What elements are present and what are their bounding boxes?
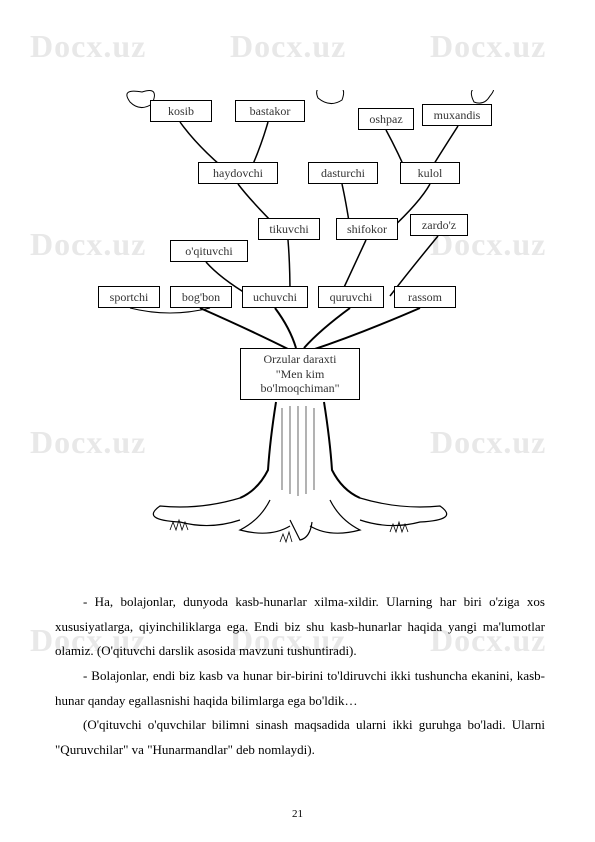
tree-diagram: kosib bastakor oshpaz muxandis haydovchi… — [90, 90, 510, 550]
page-number: 21 — [0, 808, 595, 820]
tree-node: shifokor — [336, 218, 398, 240]
tree-node: quruvchi — [318, 286, 384, 308]
tree-node: bog'bon — [170, 286, 232, 308]
tree-node: sportchi — [98, 286, 160, 308]
watermark: Docx.uz — [430, 28, 546, 65]
watermark: Docx.uz — [230, 28, 346, 65]
tree-node: uchuvchi — [242, 286, 308, 308]
tree-node: oshpaz — [358, 108, 414, 130]
trunk-line: bo'lmoqchiman" — [260, 381, 339, 395]
paragraph: - Bolajonlar, endi biz kasb va hunar bir… — [55, 664, 545, 713]
tree-node: muxandis — [422, 104, 492, 126]
tree-node: kulol — [400, 162, 460, 184]
body-text: - Ha, bolajonlar, dunyoda kasb-hunarlar … — [55, 590, 545, 763]
tree-branches-svg — [90, 90, 510, 550]
paragraph: (O'qituvchi o'quvchilar bilimni sinash m… — [55, 713, 545, 762]
paragraph: - Ha, bolajonlar, dunyoda kasb-hunarlar … — [55, 590, 545, 664]
tree-node: bastakor — [235, 100, 305, 122]
tree-node: tikuvchi — [258, 218, 320, 240]
tree-node: zardo'z — [410, 214, 468, 236]
trunk-line: Orzular daraxti — [264, 352, 337, 366]
tree-node: dasturchi — [308, 162, 378, 184]
trunk-line: "Men kim — [276, 367, 325, 381]
tree-node: o'qituvchi — [170, 240, 248, 262]
tree-node: haydovchi — [198, 162, 278, 184]
tree-node: rassom — [394, 286, 456, 308]
watermark: Docx.uz — [30, 28, 146, 65]
tree-trunk-node: Orzular daraxti "Men kim bo'lmoqchiman" — [240, 348, 360, 400]
tree-node: kosib — [150, 100, 212, 122]
